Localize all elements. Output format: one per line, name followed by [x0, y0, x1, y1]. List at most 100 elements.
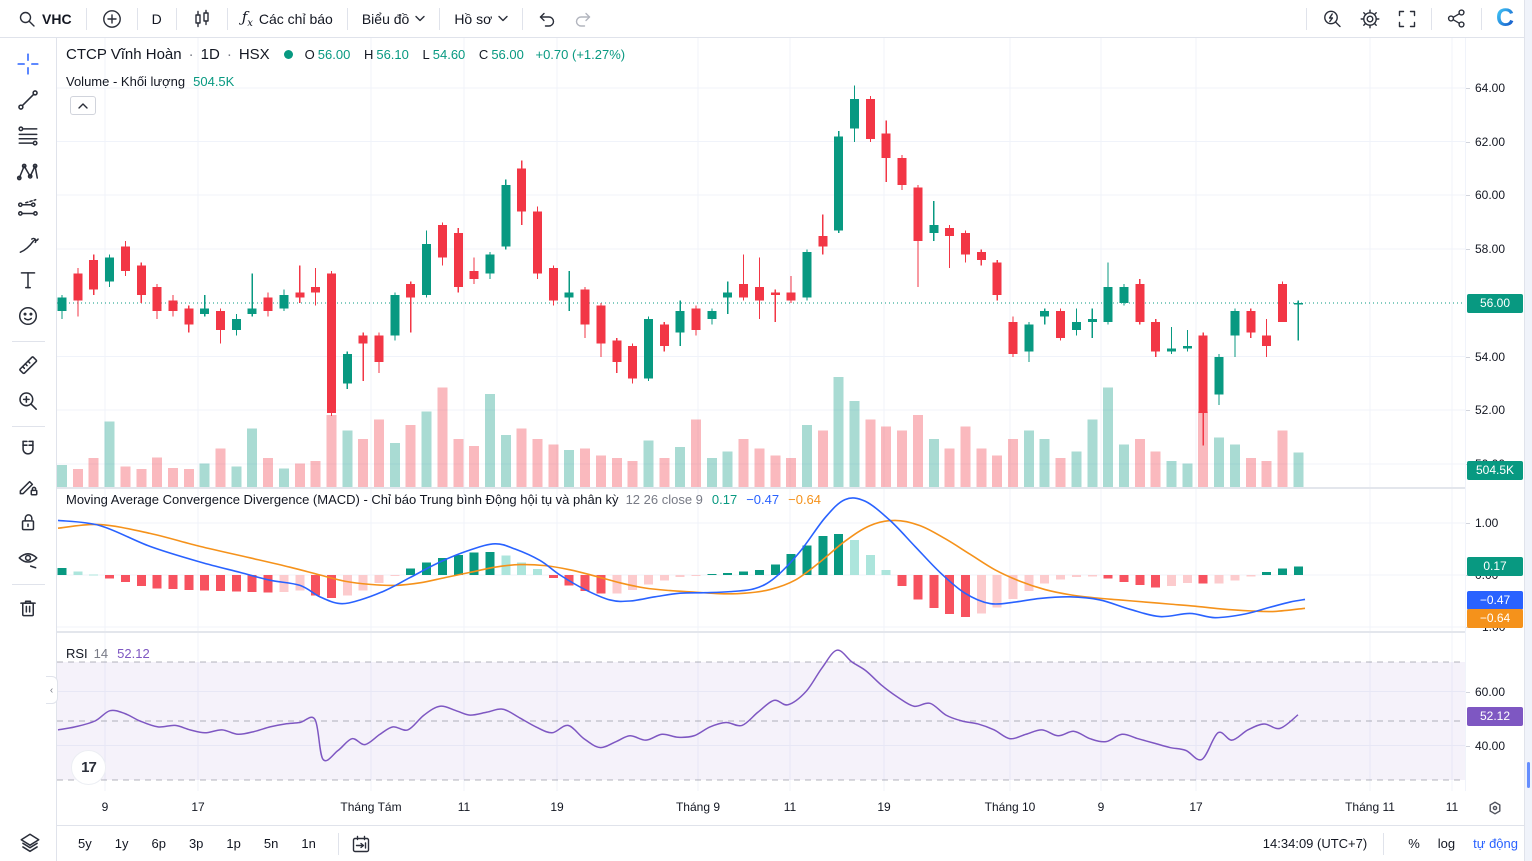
candles-layer — [57, 85, 1303, 446]
tool-remove-objects[interactable] — [11, 591, 45, 625]
pane-separator-macd[interactable] — [57, 487, 1532, 489]
axis-tickmark — [1466, 141, 1470, 143]
axis-tickmark — [1466, 356, 1470, 358]
time-axis-settings[interactable] — [1465, 791, 1524, 825]
redo-button[interactable] — [565, 4, 601, 34]
rsi-name: RSI — [66, 646, 88, 661]
undo-icon — [540, 12, 555, 27]
profile-button[interactable]: Hồ sơ — [446, 4, 516, 34]
time-axis-label: Tháng Tám — [340, 800, 402, 814]
right-panel-strip[interactable] — [1524, 0, 1532, 861]
range-6m[interactable]: 6p — [151, 836, 166, 851]
tool-drawing-mode-lock[interactable] — [11, 469, 45, 503]
right-panel-scroll-handle[interactable] — [1527, 762, 1530, 788]
time-axis-label: 17 — [1189, 800, 1203, 814]
tool-text[interactable] — [11, 263, 45, 297]
clock[interactable]: 14:34:09 (UTC+7) — [1262, 836, 1368, 851]
axis-badge: 52.12 — [1467, 706, 1523, 726]
calendar-go-icon — [352, 835, 370, 852]
axis-label: 1.00 — [1475, 516, 1499, 530]
axis-badge: −0.47 — [1467, 590, 1523, 610]
tool-zoom-in[interactable] — [11, 384, 45, 418]
high-value: 56.10 — [376, 47, 409, 62]
share-button[interactable] — [1438, 4, 1475, 34]
tool-measure[interactable] — [11, 348, 45, 382]
legend-exchange: HSX — [238, 46, 270, 63]
tradingview-logo[interactable]: 17 — [71, 750, 106, 785]
range-5y[interactable]: 5y — [78, 836, 92, 851]
axis-tickmark — [1466, 88, 1470, 89]
candlestick-icon — [194, 9, 209, 27]
auto-scale-button[interactable]: tự động — [1473, 836, 1518, 851]
axis-badge: −0.64 — [1467, 608, 1523, 628]
time-axis-label: 9 — [1097, 800, 1105, 814]
pane-separator-rsi[interactable] — [57, 631, 1532, 633]
range-1d[interactable]: 1n — [301, 836, 316, 851]
log-scale-button[interactable]: log — [1437, 836, 1456, 851]
chart-canvas[interactable] — [57, 38, 1465, 791]
tool-trend-line[interactable] — [11, 83, 45, 117]
tool-fib-retracement[interactable] — [11, 119, 45, 153]
tool-forecast[interactable] — [11, 191, 45, 225]
interval-button[interactable]: D — [144, 4, 170, 34]
search-icon — [19, 11, 35, 27]
tool-crosshair[interactable] — [11, 47, 45, 81]
tool-hide-drawings[interactable] — [11, 542, 45, 576]
close-value: 56.00 — [491, 47, 524, 62]
range-1y[interactable]: 1y — [114, 836, 129, 851]
macd-legend[interactable]: Moving Average Convergence Divergence (M… — [66, 492, 821, 507]
range-5d[interactable]: 5n — [263, 836, 279, 851]
tool-magnet[interactable] — [11, 432, 45, 466]
drawing-toolbar — [0, 38, 57, 861]
indicators-label: Các chỉ báo — [258, 10, 333, 27]
layout-label: Biểu đồ — [361, 10, 410, 27]
chart-style-button[interactable] — [183, 4, 221, 34]
axis-tickmark — [1466, 575, 1470, 576]
toolbar-separator — [85, 7, 87, 30]
time-axis-label: Tháng 10 — [984, 800, 1036, 814]
legend-separator: · — [226, 46, 232, 63]
toolbar-collapse-handle[interactable]: ‹ — [46, 676, 58, 704]
pane-collapse-button[interactable] — [70, 96, 96, 115]
range-3m[interactable]: 3p — [188, 836, 204, 851]
tool-brush[interactable] — [11, 227, 45, 261]
macd-signal-value: −0.64 — [788, 492, 822, 507]
layout-button[interactable]: Biểu đồ — [354, 4, 433, 34]
time-axis-label: 17 — [191, 800, 205, 814]
symbol-search-button[interactable]: VHC — [10, 4, 80, 34]
axis-tickmark — [1466, 195, 1470, 196]
range-1m[interactable]: 1p — [226, 836, 241, 851]
quick-search-button[interactable] — [1313, 4, 1351, 34]
broker-logo[interactable]: C — [1488, 4, 1522, 34]
time-axis-label: 9 — [101, 800, 109, 814]
tool-pattern[interactable] — [11, 155, 45, 189]
volume-value: 504.5K — [193, 74, 235, 89]
macd-signal-line — [57, 519, 1306, 613]
object-tree-button[interactable] — [18, 831, 42, 855]
undo-button[interactable] — [529, 4, 565, 34]
time-axis-label: 19 — [550, 800, 564, 814]
time-axis-label: 11 — [1445, 800, 1459, 814]
bottom-toolbar: 5y 1y 6p 3p 1p 5n 1n 14:34:09 (UTC+7) % … — [57, 825, 1532, 861]
tool-lock-all[interactable] — [11, 505, 45, 539]
plus-circle-icon — [102, 9, 121, 28]
go-to-date-button[interactable] — [345, 829, 377, 859]
time-axis[interactable]: 9 17 Tháng Tám 11 19 Tháng 9 11 19 Tháng 10 9 17 Th… — [57, 791, 1465, 825]
compare-add-button[interactable] — [93, 4, 131, 34]
fullscreen-button[interactable] — [1389, 4, 1425, 34]
symbol-legend[interactable]: CTCP Vĩnh Hoàn · 1D · HSX O 56.00 H 56.10 … — [66, 46, 625, 63]
axis-label: 64.00 — [1475, 81, 1506, 95]
rsi-legend[interactable]: RSI 14 52.12 — [66, 646, 150, 661]
tool-emoji[interactable] — [11, 299, 45, 333]
percent-scale-button[interactable]: % — [1408, 836, 1420, 851]
settings-button[interactable] — [1351, 4, 1389, 34]
toolbar-separator — [136, 7, 138, 30]
quick-search-icon — [1324, 10, 1341, 27]
volume-legend[interactable]: Volume - Khối lượng 504.5K — [66, 74, 234, 89]
price-axis[interactable]: 64.0062.0060.0058.0054.0052.0050.001.000… — [1465, 38, 1524, 791]
toolbar-separator — [226, 7, 228, 30]
market-status-dot — [283, 50, 293, 59]
axis-tickmark — [1466, 691, 1470, 693]
chevron-down-icon — [415, 15, 426, 22]
indicators-button[interactable]: ƒx Các chỉ báo — [234, 4, 341, 34]
